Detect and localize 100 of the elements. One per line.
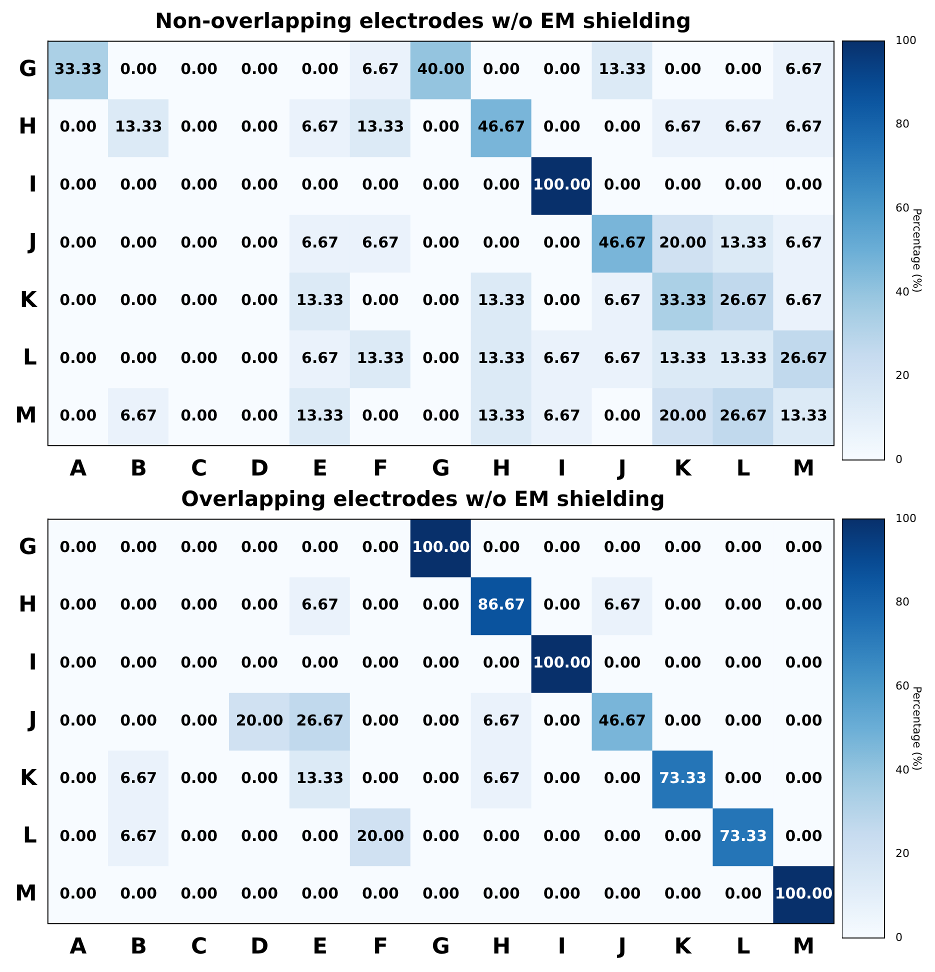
data-label: 13.33: [780, 406, 828, 425]
data-label: 0.00: [180, 711, 218, 730]
data-label: 0.00: [241, 118, 278, 136]
data-label: 0.00: [422, 291, 460, 310]
data-label: 0.00: [422, 348, 460, 367]
x-tick-label: G: [432, 934, 450, 960]
data-label: 0.00: [482, 60, 520, 78]
x-tick-label: C: [190, 934, 208, 960]
data-label: 0.00: [362, 596, 399, 614]
color-bar-title: Percentage (%): [910, 686, 924, 771]
x-tick-label: H: [492, 456, 511, 482]
data-label: 0.00: [120, 176, 158, 194]
x-tick-label: C: [190, 456, 208, 482]
color-bar-label: 100: [896, 512, 916, 525]
data-label: 0.00: [422, 769, 460, 788]
data-label: 0.00: [543, 596, 580, 614]
data-label: 0.00: [180, 176, 218, 194]
x-tick-label: E: [312, 456, 328, 482]
data-label: 0.00: [362, 884, 399, 903]
data-label: 0.00: [664, 654, 702, 672]
data-label: 0.00: [604, 769, 641, 788]
data-label: 46.67: [478, 118, 526, 136]
data-label: 0.00: [60, 291, 97, 310]
data-label: 0.00: [362, 654, 399, 672]
data-label: 6.67: [482, 711, 520, 730]
color-bar-label: 0: [896, 452, 902, 466]
data-label: 0.00: [604, 538, 641, 556]
data-label: 0.00: [180, 60, 218, 78]
data-label: 0.00: [724, 60, 762, 78]
data-label: 0.00: [543, 291, 580, 310]
color-bar-label: 40: [896, 285, 910, 298]
data-label: 0.00: [785, 538, 822, 556]
x-tick-label: L: [736, 934, 750, 960]
data-label: 6.67: [543, 348, 580, 367]
data-label: 0.00: [241, 826, 278, 845]
data-label: 0.00: [180, 538, 218, 556]
y-tick-label: J: [26, 230, 37, 256]
data-label: 6.67: [785, 60, 822, 78]
y-tick-label: G: [18, 534, 37, 560]
data-label: 0.00: [241, 291, 278, 310]
data-label: 0.00: [724, 884, 762, 903]
data-label: 0.00: [120, 654, 158, 672]
data-label: 0.00: [664, 538, 702, 556]
data-label: 0.00: [241, 596, 278, 614]
data-label: 0.00: [120, 538, 158, 556]
color-bar-label: 0: [896, 930, 902, 944]
data-label: 13.33: [296, 406, 344, 425]
x-tick-label: M: [792, 934, 815, 960]
data-label: 0.00: [120, 711, 158, 730]
data-label: 13.33: [659, 348, 707, 367]
data-label: 0.00: [543, 233, 580, 252]
y-tick-label: H: [18, 114, 37, 140]
x-tick-label: K: [674, 456, 692, 482]
y-tick-label: M: [14, 403, 37, 428]
data-label: 0.00: [241, 769, 278, 788]
data-label: 0.00: [362, 291, 399, 310]
data-label: 6.67: [120, 826, 158, 845]
data-label: 0.00: [604, 826, 641, 845]
data-label: 0.00: [482, 654, 520, 672]
y-tick-label: L: [22, 824, 37, 849]
data-label: 0.00: [482, 233, 520, 252]
data-label: 0.00: [422, 654, 460, 672]
y-tick-label: J: [26, 708, 37, 734]
data-label: 0.00: [543, 826, 580, 845]
data-label: 0.00: [180, 118, 218, 136]
data-label: 6.67: [785, 291, 822, 310]
y-tick-label: I: [28, 172, 37, 198]
data-label: 0.00: [302, 654, 339, 672]
data-label: 6.67: [785, 118, 822, 136]
data-label: 6.67: [362, 60, 399, 78]
x-tick-label: J: [616, 934, 626, 960]
data-label: 0.00: [362, 538, 399, 556]
x-tick-label: M: [792, 456, 815, 482]
data-label: 13.33: [296, 291, 344, 310]
data-label: 0.00: [785, 769, 822, 788]
data-label: 20.00: [659, 406, 707, 425]
data-label: 0.00: [664, 884, 702, 903]
data-label: 0.00: [241, 348, 278, 367]
data-label: 0.00: [724, 176, 762, 194]
data-label: 0.00: [362, 176, 399, 194]
y-tick-label: I: [28, 650, 37, 676]
data-label: 0.00: [724, 711, 762, 730]
data-label: 0.00: [60, 176, 97, 194]
data-label: 0.00: [543, 118, 580, 136]
data-label: 73.33: [659, 769, 707, 788]
data-label: 13.33: [720, 348, 768, 367]
data-label: 0.00: [724, 769, 762, 788]
data-label: 0.00: [180, 884, 218, 903]
data-label: 0.00: [241, 60, 278, 78]
data-label: 0.00: [241, 406, 278, 425]
data-label: 0.00: [664, 60, 702, 78]
x-tick-label: D: [250, 934, 269, 960]
data-label: 0.00: [180, 406, 218, 425]
data-label: 0.00: [664, 826, 702, 845]
data-label: 33.33: [659, 291, 707, 310]
x-tick-label: I: [558, 456, 566, 482]
data-label: 0.00: [241, 654, 278, 672]
x-tick-label: A: [70, 456, 87, 482]
data-label: 0.00: [724, 538, 762, 556]
data-label: 0.00: [482, 826, 520, 845]
